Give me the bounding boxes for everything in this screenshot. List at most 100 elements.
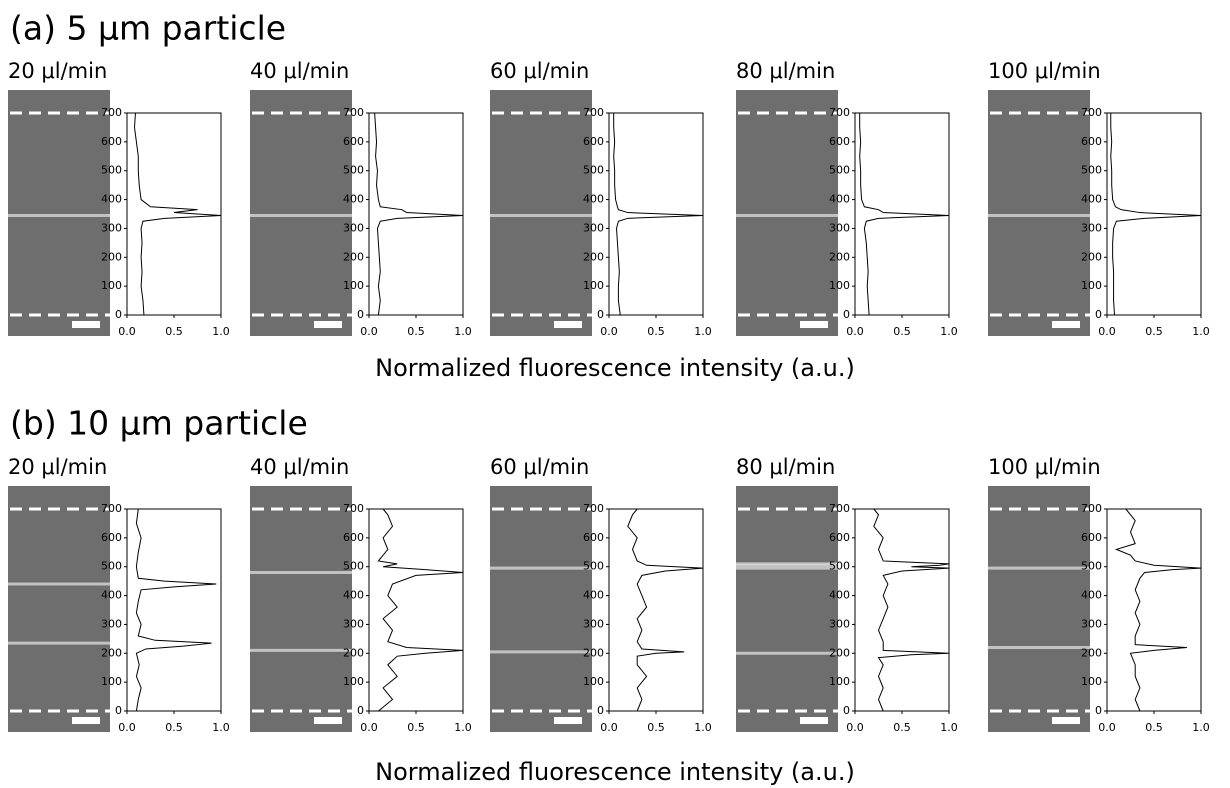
x-tick-label: 0.0 <box>360 325 378 338</box>
x-tick-label: 1.0 <box>212 721 230 734</box>
y-tick-label: 400 <box>1081 193 1102 206</box>
profile-line <box>374 112 464 316</box>
x-axis-label: Normalized fluorescence intensity (a.u.) <box>375 354 855 382</box>
x-tick-label: 1.0 <box>212 325 230 338</box>
micrograph <box>490 90 592 336</box>
y-tick-label: 300 <box>101 617 122 630</box>
flow-rate-title: 100 μl/min <box>988 455 1101 479</box>
y-tick-label: 0 <box>597 704 604 717</box>
y-tick-label: 400 <box>101 589 122 602</box>
flow-rate-title: 100 μl/min <box>988 59 1101 83</box>
y-tick-label: 300 <box>829 221 850 234</box>
y-tick-label: 300 <box>343 221 364 234</box>
flow-rate-title: 60 μl/min <box>490 455 589 479</box>
micrograph <box>250 486 352 732</box>
x-tick-label: 0.0 <box>846 721 864 734</box>
flow-rate-title: 40 μl/min <box>250 455 349 479</box>
micrograph <box>490 486 592 732</box>
micrograph <box>988 90 1090 336</box>
flow-rate-title: 40 μl/min <box>250 59 349 83</box>
y-tick-label: 600 <box>829 531 850 544</box>
y-tick-label: 400 <box>343 193 364 206</box>
plot-frame <box>1106 112 1202 316</box>
y-tick-label: 400 <box>829 193 850 206</box>
y-tick-label: 400 <box>343 589 364 602</box>
x-tick-label: 0.5 <box>407 721 425 734</box>
y-tick-label: 500 <box>583 560 604 573</box>
y-tick-label: 100 <box>583 675 604 688</box>
x-tick-label: 1.0 <box>694 721 712 734</box>
plot-frame <box>854 112 950 316</box>
profile-line <box>134 112 222 316</box>
x-tick-label: 1.0 <box>940 721 958 734</box>
x-tick-label: 0.5 <box>893 721 911 734</box>
scale-bar <box>72 717 100 724</box>
y-tick-label: 600 <box>583 135 604 148</box>
y-tick-label: 400 <box>1081 589 1102 602</box>
scale-bar <box>554 321 582 328</box>
y-tick-label: 500 <box>829 164 850 177</box>
profile-line <box>1114 508 1202 712</box>
panel-heading: (b) 10 μm particle <box>10 404 308 443</box>
x-tick-label: 0.5 <box>165 721 183 734</box>
y-tick-label: 600 <box>343 135 364 148</box>
x-tick-label: 0.5 <box>407 325 425 338</box>
micrograph <box>250 90 352 336</box>
flow-rate-title: 60 μl/min <box>490 59 589 83</box>
plot-frame <box>1106 508 1202 712</box>
y-tick-label: 200 <box>583 250 604 263</box>
profile-line <box>135 508 217 712</box>
y-tick-label: 300 <box>583 221 604 234</box>
flow-rate-title: 20 μl/min <box>8 455 107 479</box>
y-tick-label: 600 <box>101 135 122 148</box>
y-tick-label: 500 <box>343 164 364 177</box>
scale-bar <box>72 321 100 328</box>
x-tick-label: 0.5 <box>1145 721 1163 734</box>
y-tick-label: 200 <box>1081 646 1102 659</box>
y-tick-label: 100 <box>343 675 364 688</box>
y-tick-label: 100 <box>829 675 850 688</box>
profile-line <box>627 508 704 712</box>
y-tick-label: 700 <box>829 502 850 515</box>
y-tick-label: 400 <box>583 193 604 206</box>
y-tick-label: 300 <box>829 617 850 630</box>
x-tick-label: 1.0 <box>1192 721 1210 734</box>
y-tick-label: 100 <box>101 675 122 688</box>
y-tick-label: 0 <box>843 704 850 717</box>
x-tick-label: 0.5 <box>647 325 665 338</box>
y-tick-label: 100 <box>829 279 850 292</box>
scale-bar <box>800 717 828 724</box>
micrograph <box>988 486 1090 732</box>
x-tick-label: 0.5 <box>1145 325 1163 338</box>
y-tick-label: 200 <box>101 250 122 263</box>
y-tick-label: 200 <box>829 250 850 263</box>
y-tick-label: 500 <box>583 164 604 177</box>
micrograph <box>736 486 838 732</box>
y-tick-label: 500 <box>829 560 850 573</box>
y-tick-label: 200 <box>343 250 364 263</box>
profile-line <box>613 113 704 316</box>
scale-bar <box>1052 321 1080 328</box>
micrograph <box>736 90 838 336</box>
profile-line <box>873 508 950 712</box>
y-tick-label: 0 <box>1095 308 1102 321</box>
y-tick-label: 300 <box>583 617 604 630</box>
flow-rate-title: 20 μl/min <box>8 59 107 83</box>
y-tick-label: 700 <box>101 502 122 515</box>
y-tick-label: 300 <box>343 617 364 630</box>
x-tick-label: 0.5 <box>165 325 183 338</box>
scale-bar <box>1052 717 1080 724</box>
plot-frame <box>608 508 704 712</box>
micrograph <box>8 90 110 336</box>
y-tick-label: 700 <box>343 502 364 515</box>
y-tick-label: 200 <box>583 646 604 659</box>
y-tick-label: 200 <box>101 646 122 659</box>
y-tick-label: 100 <box>1081 279 1102 292</box>
panel-heading: (a) 5 μm particle <box>10 9 286 48</box>
y-tick-label: 600 <box>583 531 604 544</box>
scale-bar <box>314 321 342 328</box>
scale-bar <box>554 717 582 724</box>
plot-frame <box>854 508 950 712</box>
x-tick-label: 0.0 <box>1098 325 1116 338</box>
y-tick-label: 500 <box>343 560 364 573</box>
